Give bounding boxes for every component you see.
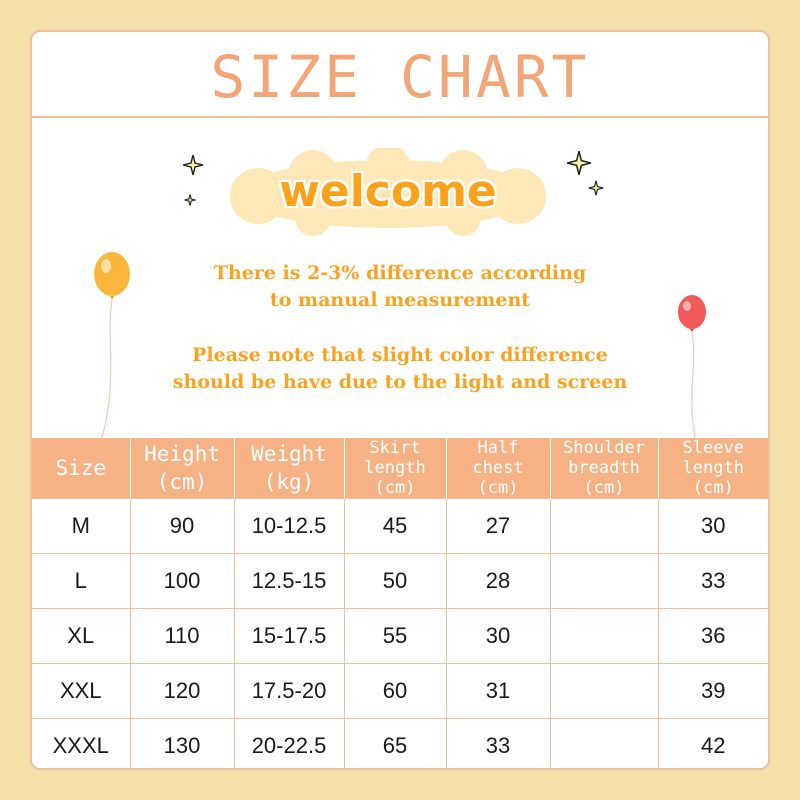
sparkle-icon xyxy=(184,194,196,206)
sleeve-length-cell: 30 xyxy=(657,498,768,554)
note-line: Please note that slight color difference xyxy=(192,344,608,366)
column-header: Skirt length (cm) xyxy=(343,438,447,499)
shoulder-breadth-cell xyxy=(549,608,659,664)
weight-cell: 10-12.5 xyxy=(233,498,345,554)
cloud-shape xyxy=(230,148,546,236)
sleeve-length-cell: 33 xyxy=(657,553,768,609)
note-line: should be have due to the light and scre… xyxy=(172,371,628,393)
size-cell: XXL xyxy=(32,663,131,719)
height-cell: 130 xyxy=(129,718,235,768)
table-row: XL 110 15-17.5 55 30 36 xyxy=(32,608,768,664)
sleeve-length-cell: 36 xyxy=(657,608,768,664)
size-chart-card: SIZE CHART welcome xyxy=(30,30,770,770)
height-cell: 120 xyxy=(129,663,235,719)
table-header-row: Size Height (cm) Weight (kg) Skirt lengt… xyxy=(32,438,768,499)
weight-cell: 15-17.5 xyxy=(233,608,345,664)
orange-balloon-icon xyxy=(94,252,130,439)
height-cell: 100 xyxy=(129,553,235,609)
column-header: Shoulder breadth (cm) xyxy=(549,438,659,499)
height-cell: 110 xyxy=(129,608,235,664)
size-table: Size Height (cm) Weight (kg) Skirt lengt… xyxy=(32,438,768,768)
shoulder-breadth-cell xyxy=(549,498,659,554)
skirt-length-cell: 65 xyxy=(343,718,447,768)
half-chest-cell: 27 xyxy=(445,498,551,554)
column-header: Size xyxy=(32,438,131,499)
skirt-length-cell: 55 xyxy=(343,608,447,664)
color-note: Please note that slight color difference… xyxy=(32,342,768,396)
shoulder-breadth-cell xyxy=(549,718,659,768)
height-cell: 90 xyxy=(129,498,235,554)
half-chest-cell: 33 xyxy=(445,718,551,768)
half-chest-cell: 31 xyxy=(445,663,551,719)
sleeve-length-cell: 42 xyxy=(657,718,768,768)
sleeve-length-cell: 39 xyxy=(657,663,768,719)
half-chest-cell: 30 xyxy=(445,608,551,664)
column-header: Weight (kg) xyxy=(233,438,345,499)
note-line: There is 2-3% difference according xyxy=(213,262,587,284)
red-balloon-icon xyxy=(678,295,706,443)
weight-cell: 12.5-15 xyxy=(233,553,345,609)
sparkle-icon xyxy=(566,150,592,176)
column-header: Height (cm) xyxy=(129,438,235,499)
size-cell: XL xyxy=(32,608,131,664)
size-cell: L xyxy=(32,553,131,609)
sparkle-icon xyxy=(588,180,604,196)
shoulder-breadth-cell xyxy=(549,663,659,719)
sparkle-icon xyxy=(182,154,204,176)
weight-cell: 20-22.5 xyxy=(233,718,345,768)
page-title: SIZE CHART xyxy=(32,32,768,118)
welcome-heading: welcome xyxy=(279,166,497,217)
table-row: XXXL 130 20-22.5 65 33 42 xyxy=(32,718,768,768)
shoulder-breadth-cell xyxy=(549,553,659,609)
measurement-note: There is 2-3% difference according to ma… xyxy=(32,260,768,314)
size-cell: XXXL xyxy=(32,718,131,768)
table-row: M 90 10-12.5 45 27 30 xyxy=(32,498,768,554)
table-row: XXL 120 17.5-20 60 31 39 xyxy=(32,663,768,719)
column-header: Sleeve length (cm) xyxy=(657,438,768,499)
table-row: L 100 12.5-15 50 28 33 xyxy=(32,553,768,609)
half-chest-cell: 28 xyxy=(445,553,551,609)
weight-cell: 17.5-20 xyxy=(233,663,345,719)
size-cell: M xyxy=(32,498,131,554)
skirt-length-cell: 45 xyxy=(343,498,447,554)
column-header: Half chest (cm) xyxy=(445,438,551,499)
skirt-length-cell: 60 xyxy=(343,663,447,719)
skirt-length-cell: 50 xyxy=(343,553,447,609)
note-line: to manual measurement xyxy=(269,289,531,311)
